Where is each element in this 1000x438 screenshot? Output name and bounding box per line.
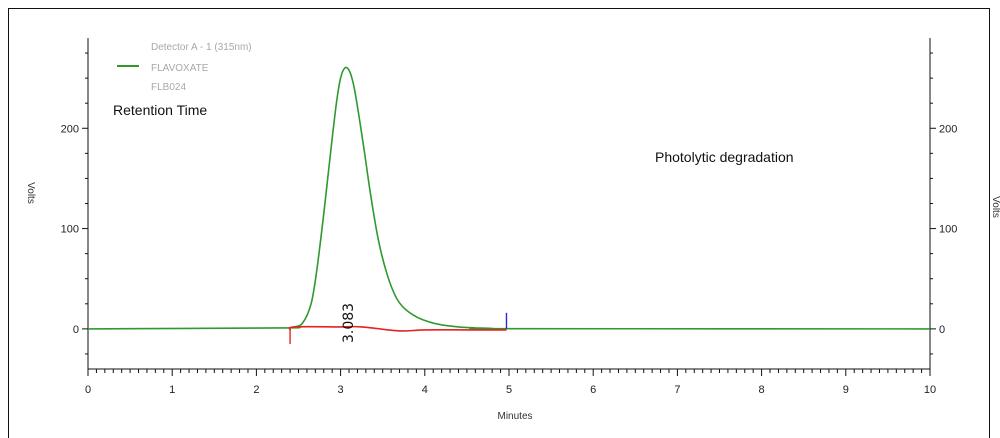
x-tick-label: 2 <box>253 384 259 396</box>
y-right-tick-label: 100 <box>939 224 957 236</box>
x-tick-label: 6 <box>590 384 596 396</box>
y-right-tick-label: 200 <box>939 123 957 135</box>
x-axis-title: Minutes <box>497 411 532 422</box>
x-tick-label: 3 <box>338 384 344 396</box>
x-tick-label: 7 <box>674 384 680 396</box>
series-flavoxate-line <box>87 66 931 330</box>
y-left-tick-label: 100 <box>61 224 79 236</box>
y-axis-left-title: Volts <box>25 182 36 204</box>
x-tick-label: 9 <box>843 384 849 396</box>
x-tick-label: 4 <box>422 384 428 396</box>
y-right-tick-label: 0 <box>939 324 945 336</box>
integration-baseline-line <box>288 325 507 332</box>
legend-sample: FLB024 <box>151 82 186 93</box>
x-tick-label: 0 <box>85 384 91 396</box>
retention-time-label: Retention Time <box>113 102 207 118</box>
chart-frame <box>8 8 990 438</box>
legend-detector: Detector A - 1 (315nm) <box>151 42 252 53</box>
x-tick-label: 5 <box>506 384 512 396</box>
peak-retention-label: 3.083 <box>341 303 357 343</box>
y-axis-right-title: Volts <box>990 196 1000 218</box>
x-tick-label: 10 <box>924 384 936 396</box>
x-tick-label: 8 <box>759 384 765 396</box>
x-tick-label: 1 <box>169 384 175 396</box>
condition-label: Photolytic degradation <box>655 149 794 165</box>
y-left-tick-label: 200 <box>61 123 79 135</box>
y-left-tick-label: 0 <box>73 324 79 336</box>
legend-series-name: FLAVOXATE <box>151 63 209 74</box>
